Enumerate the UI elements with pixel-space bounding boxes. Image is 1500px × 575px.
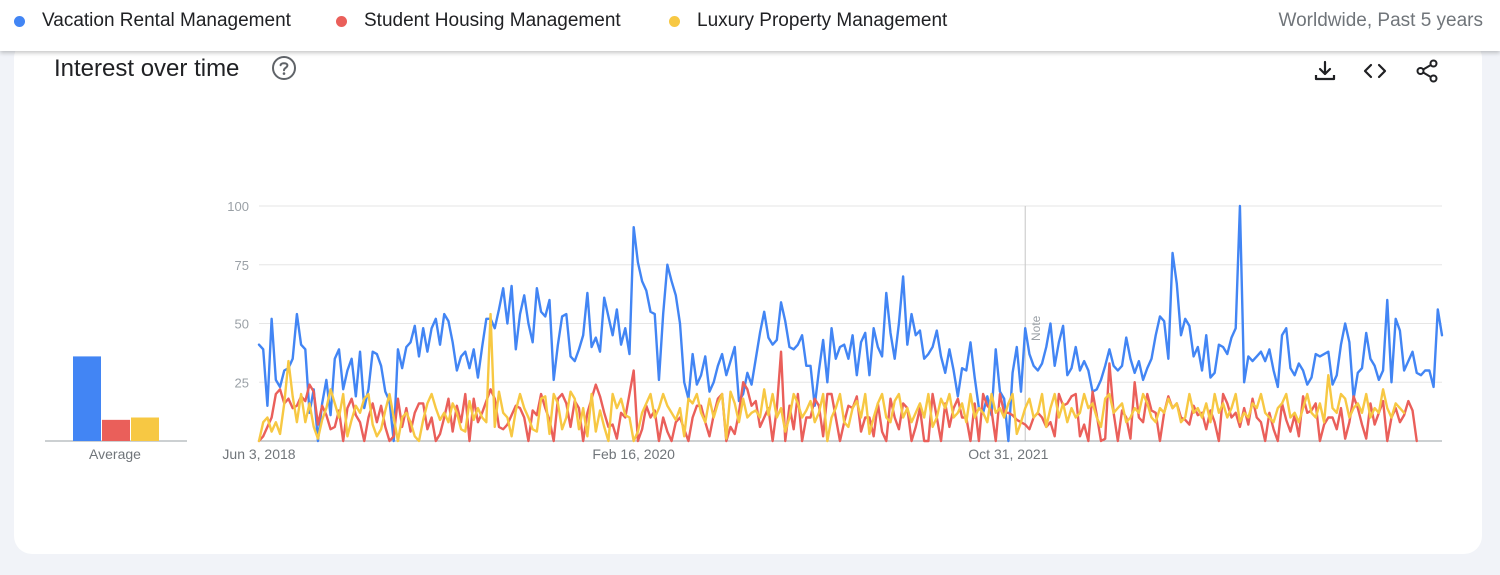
x-tick-label-oct-31-2021: Oct 31, 2021	[968, 446, 1048, 462]
y-tick-label-25: 25	[235, 375, 249, 390]
card-title: Interest over time	[54, 55, 240, 82]
average-bar-luxury-property-management[interactable]	[131, 417, 159, 442]
note-marker-label[interactable]: Note	[1029, 315, 1043, 341]
series-line-luxury-property-management[interactable]	[257, 312, 1406, 443]
legend-label-student-housing: Student Housing Management	[364, 10, 621, 31]
average-label: Average	[89, 446, 141, 462]
legend-dot-student-housing	[336, 15, 347, 27]
legend-item-luxury-property[interactable]: Luxury Property Management	[669, 10, 947, 32]
share-icon[interactable]	[1414, 58, 1440, 84]
y-tick-label-75: 75	[235, 258, 249, 273]
legend-dot-vacation-rental	[14, 15, 25, 27]
interest-chart: 100 75 50 25 Note Jun 3, 2018 Feb 16, 2020 Oct …	[45, 199, 1444, 462]
average-bar-student-housing-management[interactable]	[102, 419, 130, 441]
legend-item-vacation-rental[interactable]: Vacation Rental Management	[14, 10, 291, 32]
average-bar-vacation-rental-management[interactable]	[73, 356, 101, 441]
series-line-student-housing-management[interactable]	[257, 350, 1418, 443]
download-icon[interactable]	[1312, 58, 1338, 84]
x-tick-label-jun-3-2018: Jun 3, 2018	[222, 446, 295, 462]
legend-label-luxury-property: Luxury Property Management	[697, 10, 948, 31]
series-line-vacation-rental-management[interactable]	[257, 204, 1444, 443]
help-icon[interactable]	[271, 55, 297, 81]
legend-item-student-housing[interactable]: Student Housing Management	[336, 10, 621, 32]
y-tick-label-50: 50	[235, 317, 249, 332]
x-tick-label-feb-16-2020: Feb 16, 2020	[592, 446, 675, 462]
legend-dot-luxury-property	[669, 15, 680, 27]
embed-icon[interactable]	[1362, 58, 1388, 84]
region-timeframe-label[interactable]: Worldwide, Past 5 years	[1278, 10, 1483, 31]
y-tick-label-100: 100	[227, 199, 249, 214]
interest-over-time-card: Interest over time Average 100 75 50 25 Note…	[14, 40, 1482, 554]
legend-label-vacation-rental: Vacation Rental Management	[42, 10, 291, 31]
comparison-header: Vacation Rental Management Student Housi…	[0, 0, 1500, 51]
